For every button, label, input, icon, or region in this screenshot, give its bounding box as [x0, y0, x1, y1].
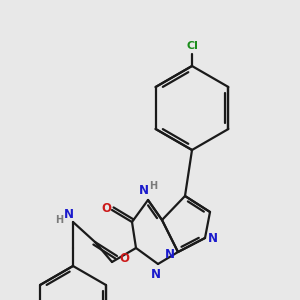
Text: N: N — [208, 232, 218, 244]
Text: H: H — [149, 181, 157, 191]
Text: N: N — [139, 184, 149, 196]
Text: N: N — [151, 268, 161, 281]
Text: N: N — [165, 248, 175, 260]
Text: H: H — [55, 215, 63, 225]
Text: O: O — [119, 251, 129, 265]
Text: Cl: Cl — [186, 41, 198, 51]
Text: O: O — [101, 202, 111, 214]
Text: N: N — [64, 208, 74, 220]
